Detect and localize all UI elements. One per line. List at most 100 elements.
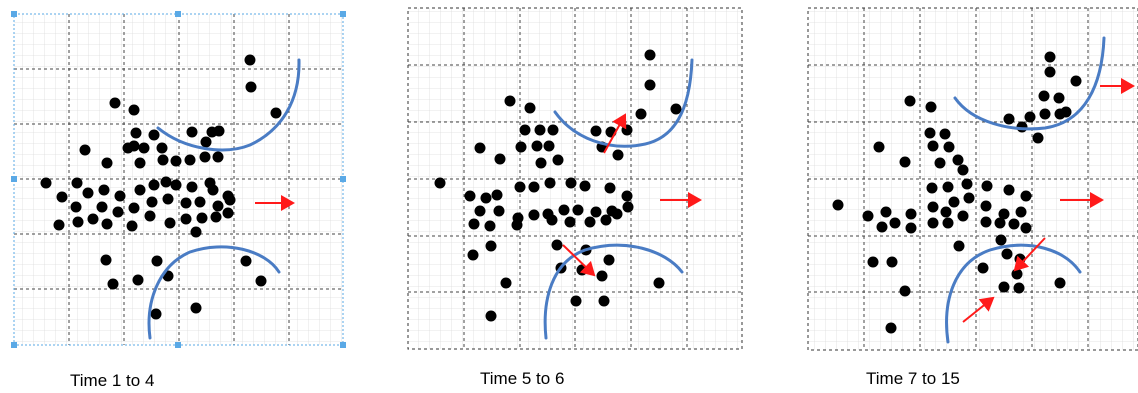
- flow-curves: [945, 36, 1106, 344]
- particle-dot: [96, 201, 108, 213]
- particle-dot: [572, 204, 584, 216]
- particle-dot: [224, 194, 236, 206]
- particle-dot: [82, 187, 94, 199]
- particle-dot: [157, 154, 169, 166]
- particle-dot: [927, 217, 939, 229]
- particle-dot: [653, 277, 665, 289]
- particle-dot: [994, 217, 1006, 229]
- lower-blue-curve: [147, 245, 281, 340]
- particle-dot: [156, 142, 168, 154]
- particle-dot: [899, 285, 911, 297]
- panel-time-5-to-6: [407, 7, 743, 350]
- particle-dot: [244, 54, 256, 66]
- particle-dot: [1024, 111, 1036, 123]
- particle-dot: [885, 322, 897, 334]
- particle-dot: [940, 206, 952, 218]
- particle-dot: [927, 140, 939, 152]
- particle-dot: [494, 153, 506, 165]
- particle-dot: [130, 127, 142, 139]
- particle-dot: [670, 103, 682, 115]
- particle-dot: [112, 206, 124, 218]
- particle-dot: [998, 281, 1010, 293]
- particle-dot: [1008, 218, 1020, 230]
- particle-dot: [598, 295, 610, 307]
- particle-dot: [635, 108, 647, 120]
- particle-dot: [611, 208, 623, 220]
- particle-dot: [603, 254, 615, 266]
- particle-dot: [1013, 282, 1025, 294]
- red-arrows: [962, 78, 1135, 323]
- particle-dot: [1054, 277, 1066, 289]
- particle-dot: [551, 239, 563, 251]
- particle-dot: [1020, 222, 1032, 234]
- panel-time-7-to-15: [807, 7, 1138, 351]
- particle-dot: [873, 141, 885, 153]
- particle-dot: [180, 197, 192, 209]
- particle-dot: [524, 102, 536, 114]
- particle-dot: [1044, 51, 1056, 63]
- particle-dot: [184, 154, 196, 166]
- red-arrow-down-left: [1013, 237, 1046, 272]
- particle-dot: [464, 190, 476, 202]
- particle-dot: [977, 262, 989, 274]
- particle-dot: [899, 156, 911, 168]
- red-arrows: [562, 113, 702, 277]
- particle-dot: [200, 136, 212, 148]
- particle-dot: [953, 240, 965, 252]
- particle-dot: [114, 190, 126, 202]
- particle-dot: [500, 277, 512, 289]
- particle-dot: [100, 254, 112, 266]
- particle-dot: [1003, 184, 1015, 196]
- particle-dot: [148, 179, 160, 191]
- lower-blue-curve: [543, 243, 684, 340]
- particle-dot: [565, 177, 577, 189]
- particle-dot: [552, 154, 564, 166]
- particle-dot: [519, 124, 531, 136]
- particle-dot: [56, 191, 68, 203]
- particle-dot: [434, 177, 446, 189]
- particle-dot: [604, 182, 616, 194]
- particle-dot: [53, 219, 65, 231]
- particle-dot: [939, 128, 951, 140]
- particle-dot: [213, 125, 225, 137]
- particle-dot: [134, 184, 146, 196]
- particle-dot: [180, 213, 192, 225]
- particle-dot: [515, 141, 527, 153]
- caption-panel-2: Time 5 to 6: [480, 369, 565, 388]
- particle-dot: [199, 151, 211, 163]
- particle-dot: [72, 216, 84, 228]
- particle-dot: [980, 200, 992, 212]
- particle-dot: [1044, 66, 1056, 78]
- particle-dot: [558, 204, 570, 216]
- upper-blue-curve: [553, 58, 694, 148]
- panel-border: [407, 7, 743, 350]
- particle-dot: [531, 140, 543, 152]
- particle-dot: [880, 206, 892, 218]
- particle-dot: [1015, 206, 1027, 218]
- particle-dot: [107, 278, 119, 290]
- particle-dot: [196, 212, 208, 224]
- particle-dot: [1020, 190, 1032, 202]
- particle-dot: [270, 107, 282, 119]
- particle-dot: [1011, 268, 1023, 280]
- particle-dot: [146, 196, 158, 208]
- particle-dot: [535, 157, 547, 169]
- particle-dot: [504, 95, 516, 107]
- particle-dot: [126, 220, 138, 232]
- particle-dot: [905, 222, 917, 234]
- particle-dot: [957, 210, 969, 222]
- particle-dot: [600, 214, 612, 226]
- particle-dot: [186, 126, 198, 138]
- particle-dot: [493, 205, 505, 217]
- particle-dot: [474, 205, 486, 217]
- selection-handles[interactable]: [11, 11, 346, 348]
- particle-dot: [194, 196, 206, 208]
- particle-dot: [889, 217, 901, 229]
- particle-dot: [942, 217, 954, 229]
- particle-dot: [190, 226, 202, 238]
- particle-dot: [934, 157, 946, 169]
- particle-dot: [245, 81, 257, 93]
- particle-dot: [122, 142, 134, 154]
- particle-dot: [138, 142, 150, 154]
